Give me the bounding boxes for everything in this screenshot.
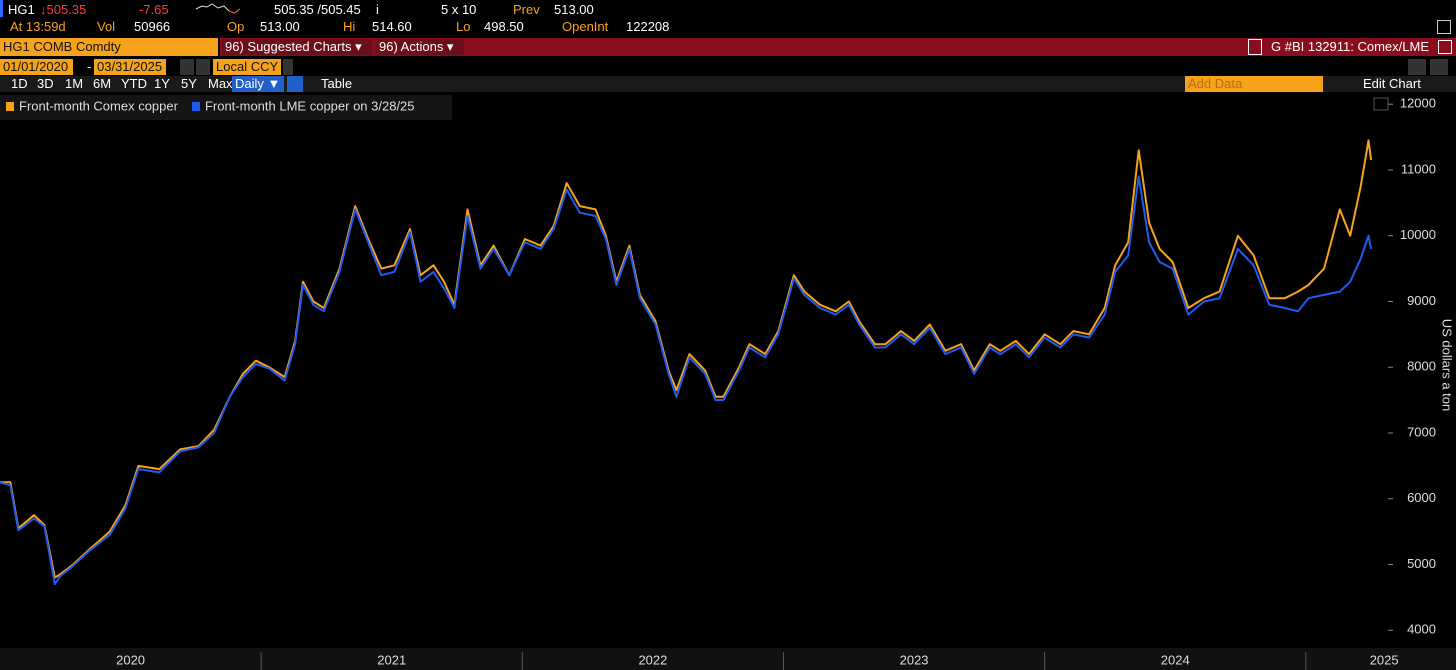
series-line [0, 139, 1373, 579]
currency-dropdown[interactable] [283, 59, 293, 75]
next-button[interactable] [196, 59, 210, 75]
window-icon[interactable] [1438, 40, 1452, 54]
price-change: -7.65 [139, 2, 169, 17]
series-line [0, 175, 1373, 586]
x-tick-label: 2021 [377, 652, 406, 667]
oi-label: OpenInt [562, 19, 609, 34]
actions[interactable]: 96) Actions ▾ [376, 39, 464, 55]
resize-icon[interactable] [1437, 20, 1451, 34]
y-tick-label: 9000 [1407, 293, 1436, 308]
lo-label: Lo [456, 19, 471, 34]
x-tick-label: 2023 [900, 652, 929, 667]
suggested-charts[interactable]: 96) Suggested Charts ▾ [222, 39, 372, 55]
prev: 513.00 [554, 2, 594, 17]
legend-box [0, 95, 452, 120]
legend-label: Front-month LME copper on 3/28/25 [205, 98, 415, 113]
period-button[interactable]: 1D [11, 76, 28, 91]
hi: 514.60 [372, 19, 412, 34]
period-button[interactable]: 3D [37, 76, 54, 91]
x-tick-label: 2024 [1161, 652, 1190, 667]
currency[interactable]: Local CCY [213, 59, 281, 75]
period-button[interactable]: 1M [65, 76, 84, 91]
prev-button[interactable] [180, 59, 194, 75]
x-axis-strip [0, 648, 1456, 670]
vol-label: Vol [97, 19, 116, 34]
y-tick-label: 8000 [1407, 359, 1436, 374]
table-button[interactable]: Table [321, 76, 353, 91]
period-button[interactable]: 1Y [154, 76, 170, 91]
x-tick-label: 2025 [1370, 652, 1399, 667]
chart-icon[interactable] [1373, 97, 1389, 111]
lo: 498.50 [484, 19, 524, 34]
size: 5 x 10 [441, 2, 477, 17]
info-icon[interactable]: i [376, 2, 379, 17]
undo-button[interactable] [1408, 59, 1426, 75]
y-tick-label: 5000 [1407, 556, 1436, 571]
redo-button[interactable] [1430, 59, 1448, 75]
period-button[interactable]: 6M [93, 76, 112, 91]
date-sep: - [87, 59, 92, 74]
export-icon[interactable] [1248, 39, 1262, 55]
y-axis-label: US dollars a ton [1440, 319, 1455, 412]
legend-swatch [191, 102, 200, 111]
vol: 50966 [134, 19, 171, 34]
y-tick-label: 12000 [1400, 96, 1436, 111]
x-tick-label: 2020 [116, 652, 145, 667]
period-button[interactable]: 5Y [181, 76, 197, 91]
period-button[interactable]: YTD [121, 76, 147, 91]
op-label: Op [227, 19, 245, 34]
y-tick-label: 6000 [1407, 490, 1436, 505]
frequency[interactable]: Daily ▼ [232, 76, 284, 92]
hi-label: Hi [343, 19, 356, 34]
bid-ask: 505.35 /505.45 [274, 2, 361, 17]
security-field[interactable]: HG1 COMB Comdty [0, 38, 218, 56]
edit-chart[interactable]: Edit Chart [1363, 76, 1421, 91]
oi: 122208 [626, 19, 670, 34]
period-button[interactable]: Max [208, 76, 233, 91]
x-tick-label: 2022 [638, 652, 667, 667]
quote-time: At 13:59d [10, 19, 66, 34]
toolbar-bar [220, 38, 1456, 56]
ticker: HG1 [8, 2, 35, 17]
ticker-marker [0, 0, 3, 17]
y-tick-label: 10000 [1400, 227, 1436, 242]
op: 513.00 [260, 19, 300, 34]
legend-swatch [6, 102, 14, 111]
y-tick-label: 11000 [1401, 161, 1436, 176]
y-tick-label: 7000 [1407, 424, 1436, 439]
legend-label: Front-month Comex copper [19, 98, 179, 113]
start-date[interactable]: 01/01/2020 [0, 59, 73, 75]
y-tick-label: 4000 [1407, 622, 1436, 637]
end-date[interactable]: 03/31/2025 [94, 59, 166, 75]
chart-id: G #BI 132911: Comex/LME [1271, 39, 1430, 54]
prev-label: Prev [513, 2, 540, 17]
last-price: ↓505.35 [40, 2, 87, 17]
chart-type[interactable] [287, 76, 303, 92]
add-data[interactable]: Add Data [1185, 76, 1323, 92]
period-bar [0, 76, 1456, 92]
